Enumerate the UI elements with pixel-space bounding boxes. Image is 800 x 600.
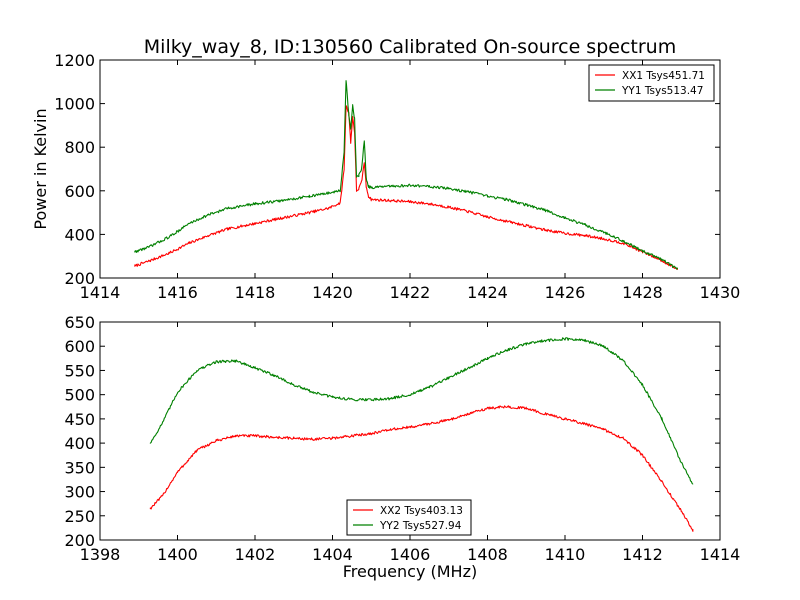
series-line	[134, 105, 678, 270]
legend-label: XX1 Tsys451.71	[622, 70, 705, 82]
x-axis-label: Frequency (MHz)	[343, 562, 477, 581]
x-tick-label: 1410	[545, 545, 586, 564]
y-tick-label: 800	[64, 138, 95, 157]
x-tick-label: 1424	[467, 283, 508, 302]
x-tick-label: 1426	[545, 283, 586, 302]
legend-box	[588, 64, 715, 102]
y-tick-label: 500	[64, 386, 95, 405]
x-tick-label: 1404	[312, 545, 353, 564]
x-tick-label: 1398	[80, 545, 121, 564]
y-tick-label: 600	[64, 337, 95, 356]
legend: XX2 Tsys403.13 YY2 Tsys527.94	[346, 499, 472, 536]
x-tick-label: 1416	[157, 283, 198, 302]
y-tick-label: 550	[64, 361, 95, 380]
y-tick-label: 450	[64, 410, 95, 429]
legend-label: YY2 Tsys527.94	[379, 520, 462, 532]
x-tick-label: 1428	[622, 283, 663, 302]
chart-title: Milky_way_8, ID:130560 Calibrated On-sou…	[144, 36, 676, 58]
y-tick-label: 350	[64, 458, 95, 477]
legend-box	[346, 499, 472, 536]
y-tick-label: 600	[64, 182, 95, 201]
legend-label: XX2 Tsys403.13	[380, 505, 463, 517]
plots: 1414 1416 1418 1420 1422 1424 1426 1428 1430 200 4…	[31, 51, 740, 581]
x-tick-label: 1406	[390, 545, 431, 564]
plot-1: 1414 1416 1418 1420 1422 1424 1426 1428 1430 200 4…	[31, 51, 740, 302]
series-line	[134, 80, 678, 270]
x-tick-label: 1408	[467, 545, 508, 564]
y-tick-label: 200	[64, 531, 95, 550]
series-line	[149, 405, 694, 532]
x-tick-label: 1418	[235, 283, 276, 302]
x-tick-label: 1400	[157, 545, 198, 564]
y-axis-label: Power in Kelvin	[31, 108, 50, 229]
plot-2: 1398 1400 1402 1404 1406 1408 1410 1412 1414 200 2…	[64, 313, 740, 581]
y-tick-label: 650	[64, 313, 95, 332]
x-tick-label: 1414	[80, 283, 121, 302]
y-tick-label: 400	[64, 434, 95, 453]
x-tick-label: 1402	[235, 545, 276, 564]
y-tick-label: 1200	[54, 51, 95, 70]
x-tick-label: 1412	[622, 545, 663, 564]
y-tick-label: 300	[64, 483, 95, 502]
x-tick-label: 1420	[312, 283, 353, 302]
y-tick-label: 1000	[54, 95, 95, 114]
y-tick-label: 200	[64, 269, 95, 288]
y-tick-label: 400	[64, 225, 95, 244]
x-tick-label: 1414	[700, 545, 741, 564]
legend: XX1 Tsys451.71 YY1 Tsys513.47	[588, 64, 715, 102]
series-line	[149, 337, 694, 485]
legend-label: YY1 Tsys513.47	[621, 85, 703, 97]
y-tick-label: 250	[64, 507, 95, 526]
x-tick-label: 1422	[390, 283, 431, 302]
x-tick-label: 1430	[700, 283, 741, 302]
